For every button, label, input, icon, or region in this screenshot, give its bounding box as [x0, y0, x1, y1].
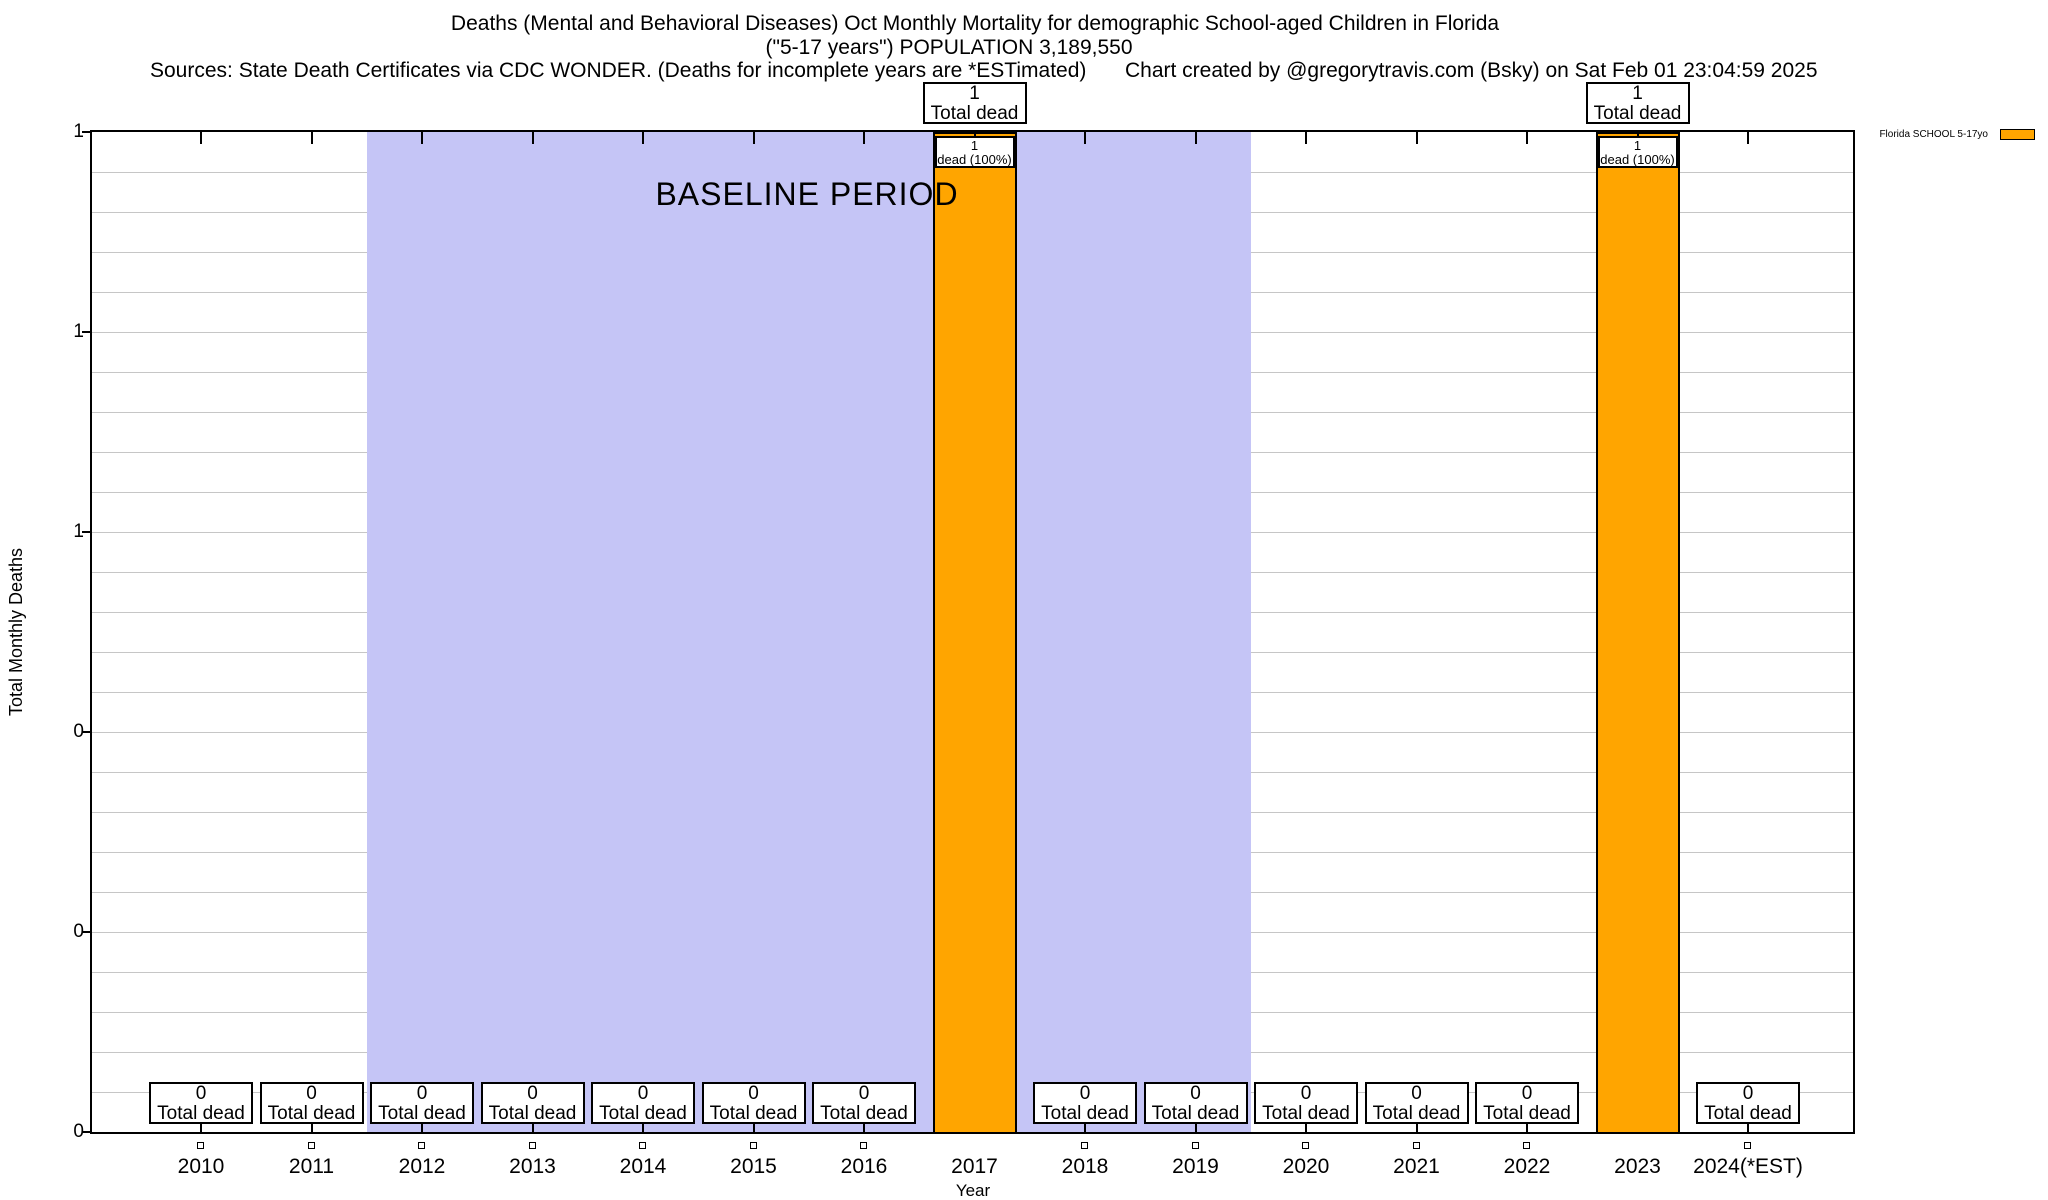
point-marker-icon — [639, 1142, 646, 1149]
zero-dead-box: 0 Total dead — [480, 1082, 585, 1124]
y-tick-mark — [82, 731, 90, 733]
x-tick-top — [752, 132, 755, 144]
zero-dead-box: 0 Total dead — [1696, 1082, 1800, 1124]
chart-title-line1: Deaths (Mental and Behavioral Diseases) … — [450, 12, 1500, 35]
x-axis-title: Year — [955, 1181, 991, 1200]
x-tick-top — [421, 132, 423, 144]
zero-dead-box: 0 Total dead — [1254, 1082, 1358, 1124]
point-marker-icon — [749, 1142, 757, 1149]
point-marker-icon — [860, 1142, 867, 1149]
point-marker-icon — [418, 1142, 425, 1149]
x-tick-label: 2022 — [1503, 1155, 1551, 1178]
x-tick-bottom — [1084, 1124, 1086, 1132]
y-tick-label: 0 — [73, 921, 84, 942]
zero-dead-box: 0 Total dead — [701, 1082, 806, 1124]
x-tick-label: 2016 — [840, 1155, 888, 1178]
dead-count-box: 1 dead (100%) — [934, 136, 1015, 168]
x-tick-bottom — [310, 1124, 313, 1132]
x-tick-bottom — [863, 1124, 865, 1132]
y-tick-label: 1 — [73, 121, 84, 142]
x-tick-label: 2015 — [730, 1155, 777, 1178]
bar — [1595, 132, 1680, 1132]
point-marker-icon — [1302, 1142, 1309, 1149]
x-tick-top — [1084, 132, 1086, 144]
x-tick-bottom — [421, 1124, 423, 1132]
x-tick-bottom — [1194, 1124, 1197, 1132]
x-tick-top — [1415, 132, 1418, 144]
zero-dead-box: 0 Total dead — [591, 1082, 695, 1124]
x-tick-bottom — [1747, 1124, 1749, 1132]
x-tick-label: 2020 — [1282, 1155, 1330, 1178]
y-tick-mark — [82, 931, 90, 933]
x-tick-label: 2012 — [398, 1155, 446, 1178]
zero-dead-box: 0 Total dead — [370, 1082, 474, 1124]
y-tick-label: 0 — [73, 1121, 84, 1142]
x-tick-top — [1194, 132, 1197, 144]
x-tick-top — [863, 132, 865, 144]
y-tick-label: 0 — [73, 721, 84, 742]
x-tick-label: 2013 — [509, 1155, 556, 1178]
y-tick-mark — [82, 131, 90, 133]
point-marker-icon — [1523, 1142, 1530, 1149]
x-tick-bottom — [752, 1124, 755, 1132]
zero-dead-box: 0 Total dead — [1143, 1082, 1248, 1124]
chart-title-line2: ("5-17 years") POPULATION 3,189,550 — [765, 36, 1133, 59]
point-marker-icon — [1744, 1142, 1751, 1149]
legend-swatch-icon — [2000, 129, 2035, 140]
x-tick-label: 2014 — [619, 1155, 667, 1178]
y-tick-mark — [82, 1131, 90, 1133]
y-axis-title: Total Monthly Deaths — [6, 547, 26, 717]
x-tick-top — [1747, 132, 1749, 144]
baseline-period-region — [366, 132, 1251, 1132]
zero-dead-box: 0 Total dead — [812, 1082, 916, 1124]
x-tick-bottom — [1526, 1124, 1528, 1132]
total-dead-box: 1 Total dead — [922, 82, 1027, 124]
bar — [932, 132, 1017, 1132]
y-tick-label: 1 — [73, 321, 84, 342]
x-tick-bottom — [531, 1124, 534, 1132]
zero-dead-box: 0 Total dead — [1033, 1082, 1137, 1124]
baseline-period-label: BASELINE PERIOD — [655, 176, 959, 212]
credit-note: Chart created by @gregorytravis.com (Bsk… — [1125, 59, 1818, 82]
zero-dead-box: 0 Total dead — [1475, 1082, 1579, 1124]
sources-note: Sources: State Death Certificates via CD… — [150, 59, 1087, 82]
x-tick-label: 2021 — [1393, 1155, 1440, 1178]
point-marker-icon — [1081, 1142, 1088, 1149]
legend-label: Florida SCHOOL 5-17yo — [1879, 129, 1988, 140]
x-tick-label: 2024(*EST) — [1693, 1155, 1803, 1178]
x-tick-top — [200, 132, 202, 144]
x-tick-top — [310, 132, 313, 144]
zero-dead-box: 0 Total dead — [149, 1082, 253, 1124]
point-marker-icon — [307, 1142, 315, 1149]
x-tick-top — [531, 132, 534, 144]
x-tick-label: 2011 — [288, 1155, 335, 1178]
y-tick-label: 1 — [73, 521, 84, 542]
plot-area: BASELINE PERIOD 0 Total dead 0 Total dead 0 T… — [90, 130, 1855, 1134]
zero-dead-box: 0 Total dead — [259, 1082, 364, 1124]
x-tick-label: 2017 — [951, 1155, 998, 1178]
point-marker-icon — [197, 1142, 204, 1149]
y-tick-mark — [82, 331, 90, 333]
x-tick-top — [1305, 132, 1307, 144]
y-tick-mark — [82, 531, 90, 533]
x-tick-label: 2018 — [1061, 1155, 1109, 1178]
zero-dead-box: 0 Total dead — [1364, 1082, 1469, 1124]
point-marker-icon — [1412, 1142, 1420, 1149]
point-marker-icon — [528, 1142, 536, 1149]
total-dead-box: 1 Total dead — [1585, 82, 1690, 124]
x-tick-label: 2023 — [1614, 1155, 1661, 1178]
x-tick-label: 2019 — [1172, 1155, 1219, 1178]
x-tick-bottom — [642, 1124, 644, 1132]
x-tick-bottom — [200, 1124, 202, 1132]
point-marker-icon — [1191, 1142, 1199, 1149]
x-tick-top — [1526, 132, 1528, 144]
x-tick-top — [642, 132, 644, 144]
dead-count-box: 1 dead (100%) — [1597, 136, 1678, 168]
x-tick-label: 2010 — [177, 1155, 225, 1178]
x-tick-bottom — [1305, 1124, 1307, 1132]
x-tick-bottom — [1415, 1124, 1418, 1132]
